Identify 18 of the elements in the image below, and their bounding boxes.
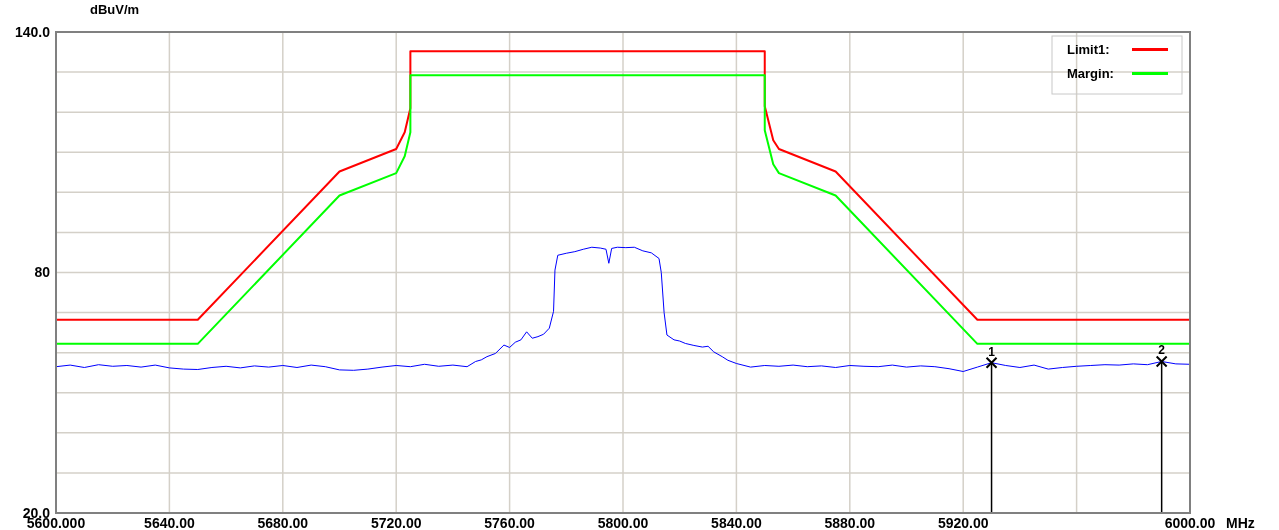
y-axis-title: dBuV/m bbox=[90, 2, 140, 17]
y-tick-label: 80 bbox=[34, 264, 51, 281]
y-tick-label: 140.0 bbox=[14, 23, 51, 40]
x-axis-title: MHz bbox=[1226, 515, 1255, 530]
x-tick-label: 5800.00 bbox=[597, 515, 649, 530]
x-tick-label: 5680.00 bbox=[257, 515, 309, 530]
x-tick-label: 5920.00 bbox=[937, 515, 989, 530]
x-tick-label: 6000.00 bbox=[1164, 515, 1216, 530]
x-tick-label: 5720.00 bbox=[370, 515, 422, 530]
legend-label: Limit1: bbox=[1067, 42, 1110, 57]
x-tick-label: 5840.00 bbox=[711, 515, 762, 530]
legend-label: Margin: bbox=[1067, 66, 1114, 81]
x-tick-label: 5760.00 bbox=[484, 515, 536, 530]
x-tick-label: 5880.00 bbox=[824, 515, 876, 530]
annotation: 1 bbox=[988, 344, 996, 359]
line-series bbox=[55, 246, 1191, 373]
annotation: 2 bbox=[1158, 343, 1166, 358]
x-tick-label: 5640.00 bbox=[144, 515, 195, 530]
